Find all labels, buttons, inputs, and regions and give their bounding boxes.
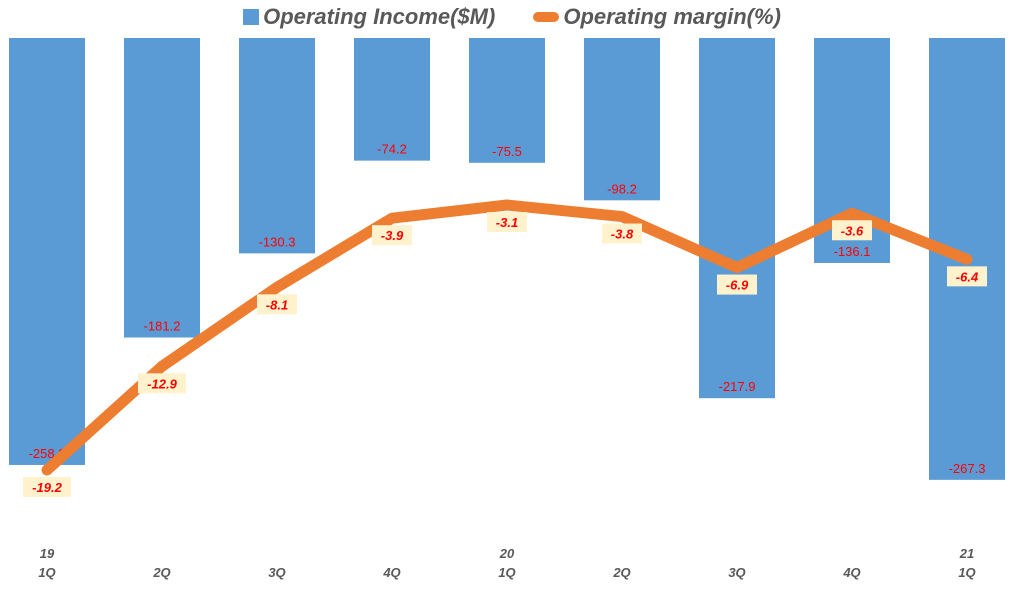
bar-data-label: -74.2 [377, 142, 407, 157]
x-tick-quarter: 1Q [958, 565, 975, 580]
legend: Operating Income($M) Operating margin(%) [0, 4, 1024, 30]
x-tick-quarter: 3Q [728, 565, 745, 580]
line-data-label: -3.9 [381, 228, 404, 243]
legend-item-margin: Operating margin(%) [533, 4, 781, 30]
bar-data-label: -267.3 [949, 461, 986, 476]
x-tick-quarter: 3Q [268, 565, 285, 580]
x-tick-quarter: 4Q [382, 565, 400, 580]
x-tick-year: 19 [40, 546, 55, 561]
legend-item-income: Operating Income($M) [243, 4, 495, 30]
line-data-label: -19.2 [32, 480, 62, 495]
line-data-label: -12.9 [147, 376, 177, 391]
x-tick-quarter: 1Q [38, 565, 55, 580]
line-label-bg [947, 266, 987, 287]
x-tick-quarter: 2Q [152, 565, 170, 580]
bar [699, 38, 775, 399]
bar [469, 38, 545, 163]
line-label-bg [138, 373, 186, 394]
x-tick-quarter: 2Q [612, 565, 630, 580]
legend-swatch-bar [243, 9, 260, 25]
legend-label-income: Operating Income($M) [263, 4, 496, 29]
line-label-bg [717, 274, 757, 295]
line-data-label: -6.4 [956, 269, 979, 284]
line-data-label: -8.1 [266, 297, 288, 312]
line-data-label: -6.9 [726, 278, 749, 293]
line-label-bg [832, 220, 872, 241]
bar-data-label: -75.5 [492, 144, 522, 159]
bar [584, 38, 660, 201]
line-label-bg [372, 225, 412, 246]
bar [9, 38, 85, 465]
bar-data-label: -130.3 [259, 234, 296, 249]
legend-swatch-line [533, 12, 560, 22]
line-data-label: -3.6 [841, 223, 864, 238]
x-tick-year: 21 [959, 546, 974, 561]
line-label-bg [487, 212, 527, 233]
bar-data-label: -98.2 [607, 181, 637, 196]
x-tick-year: 20 [499, 546, 515, 561]
line-data-label: -3.8 [611, 227, 634, 242]
bar-data-label: -136.1 [834, 244, 871, 259]
legend-label-margin: Operating margin(%) [563, 4, 781, 29]
x-tick-quarter: 1Q [498, 565, 515, 580]
line-label-bg [23, 477, 71, 498]
line-label-bg [602, 223, 642, 244]
bar [124, 38, 200, 338]
bar [239, 38, 315, 254]
bar-data-label: -181.2 [144, 319, 181, 334]
bar-data-label: -217.9 [719, 379, 756, 394]
line-data-label: -3.1 [496, 215, 518, 230]
line-label-bg [257, 294, 297, 315]
x-tick-quarter: 4Q [842, 565, 860, 580]
bar [354, 38, 430, 161]
line-series [41, 199, 973, 476]
